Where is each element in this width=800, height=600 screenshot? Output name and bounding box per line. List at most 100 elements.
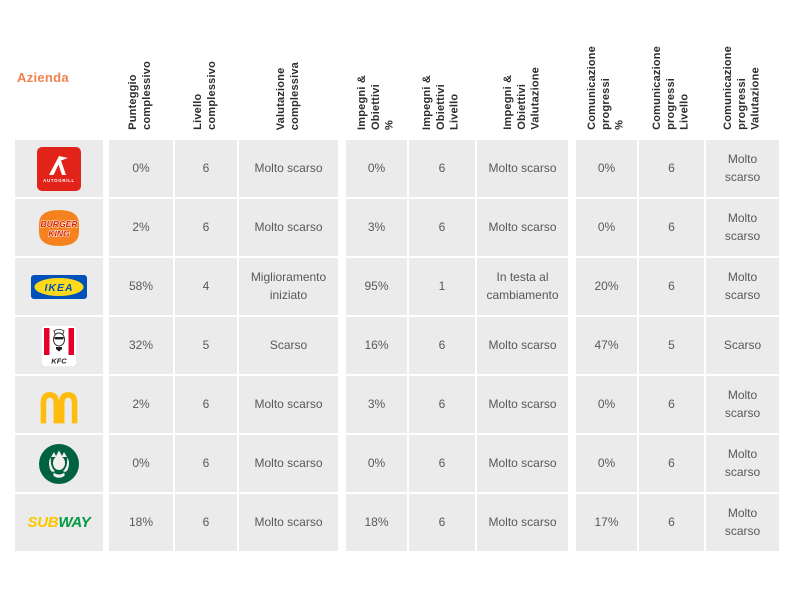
cell-value: 6 <box>639 435 704 492</box>
column-header-comunicazione-pct: Comunicazione progressi % <box>585 46 626 130</box>
cell-value: 6 <box>175 435 237 492</box>
cell-value: 6 <box>409 199 475 256</box>
cell-value: Molto scarso <box>706 199 779 256</box>
cell-value: Molto scarso <box>239 140 338 197</box>
cell-value: Molto scarso <box>239 376 338 433</box>
cell-value: 2% <box>109 199 173 256</box>
subway-logo: SUBWAY <box>15 494 103 551</box>
svg-text:BURGER: BURGER <box>40 219 78 229</box>
column-header-comunicazione-valutazione: Comunicazione progressi Valutazione <box>721 46 762 130</box>
cell-value: Molto scarso <box>477 494 568 551</box>
cell-value: 0% <box>346 140 407 197</box>
cell-value: 0% <box>576 140 637 197</box>
cell-value: Molto scarso <box>239 494 338 551</box>
table-row-mcdonalds: 2% 6 Molto scarso 3% 6 Molto scarso 0% 6… <box>15 376 779 433</box>
cell-value: Molto scarso <box>477 376 568 433</box>
cell-value: 0% <box>109 140 173 197</box>
svg-text:AUTOGRILL: AUTOGRILL <box>43 178 75 183</box>
subway-wordmark-icon: SUBWAY <box>27 513 91 531</box>
cell-value: 6 <box>175 376 237 433</box>
cell-value: 6 <box>639 199 704 256</box>
cell-value: 6 <box>409 317 475 374</box>
svg-text:KING: KING <box>48 228 70 238</box>
cell-value: 6 <box>409 435 475 492</box>
cell-value: Molto scarso <box>706 435 779 492</box>
table-row-burger-king: BURGER KING 2% 6 Molto scarso 3% 6 Molto… <box>15 199 779 256</box>
table-row-subway: SUBWAY 18% 6 Molto scarso 18% 6 Molto sc… <box>15 494 779 551</box>
cell-value: 4 <box>175 258 237 315</box>
cell-value: 6 <box>175 199 237 256</box>
column-header-valutazione-complessiva: Valutazione complessiva <box>274 61 301 130</box>
kfc-logo: KFC <box>15 317 103 374</box>
cell-value: 6 <box>409 376 475 433</box>
cell-value: 6 <box>175 494 237 551</box>
mcdonalds-arches-icon <box>40 391 78 423</box>
cell-value: 3% <box>346 376 407 433</box>
cell-value: 6 <box>409 494 475 551</box>
mcdonalds-logo <box>15 376 103 433</box>
ikea-logo: IKEA <box>15 258 103 315</box>
column-header-punteggio-complessivo: Punteggio complessivo <box>127 61 153 130</box>
table-row-starbucks: 0% 6 Molto scarso 0% 6 Molto scarso 0% 6… <box>15 435 779 492</box>
cell-value: 18% <box>109 494 173 551</box>
column-header-impegni-livello: Impegni & Obiettivi Livello <box>421 75 461 130</box>
column-header-impegni-valutazione: Impegni & Obiettivi Valutazione <box>501 67 542 130</box>
cell-value: Molto scarso <box>239 435 338 492</box>
svg-text:KFC: KFC <box>51 356 67 365</box>
cell-value: 5 <box>639 317 704 374</box>
cell-value: Molto scarso <box>706 140 779 197</box>
cell-value: 0% <box>109 435 173 492</box>
cell-value: 16% <box>346 317 407 374</box>
starbucks-logo <box>15 435 103 492</box>
cell-value: 6 <box>639 140 704 197</box>
cell-value: Molto scarso <box>706 494 779 551</box>
azienda-label: Azienda <box>17 69 69 85</box>
cell-value: 20% <box>576 258 637 315</box>
cell-value: 32% <box>109 317 173 374</box>
cell-value: Molto scarso <box>706 376 779 433</box>
cell-value: 6 <box>175 140 237 197</box>
cell-value: 2% <box>109 376 173 433</box>
cell-value: In testa al cambiamento <box>477 258 568 315</box>
autogrill-logo: AUTOGRILL <box>15 140 103 197</box>
cell-value: Scarso <box>706 317 779 374</box>
cell-value: 58% <box>109 258 173 315</box>
column-header-azienda: Azienda <box>15 20 103 140</box>
table-header: Azienda Punteggio complessivo Livello co… <box>15 20 779 140</box>
cell-value: 3% <box>346 199 407 256</box>
cell-value: Miglioramento iniziato <box>239 258 338 315</box>
cell-value: 6 <box>639 376 704 433</box>
cell-value: 95% <box>346 258 407 315</box>
burger-king-logo-icon: BURGER KING <box>39 209 79 246</box>
cell-value: 47% <box>576 317 637 374</box>
cell-value: Scarso <box>239 317 338 374</box>
cell-value: 6 <box>639 258 704 315</box>
ikea-logo-icon: IKEA <box>31 274 87 299</box>
cell-value: 6 <box>409 140 475 197</box>
cell-value: 6 <box>639 494 704 551</box>
table-row-autogrill: AUTOGRILL 0% 6 Molto scarso 0% 6 Molto s… <box>15 140 779 197</box>
svg-text:IKEA: IKEA <box>44 282 73 294</box>
kfc-logo-icon: KFC <box>41 324 77 367</box>
cell-value: 0% <box>346 435 407 492</box>
cell-value: Molto scarso <box>706 258 779 315</box>
cell-value: 0% <box>576 199 637 256</box>
column-header-impegni-pct: Impegni & Obiettivi % <box>355 75 396 130</box>
cell-value: 0% <box>576 435 637 492</box>
column-header-livello-complessivo: Livello complessivo <box>192 61 218 130</box>
cell-value: Molto scarso <box>477 317 568 374</box>
burger-king-logo: BURGER KING <box>15 199 103 256</box>
cell-value: Molto scarso <box>239 199 338 256</box>
cell-value: 0% <box>576 376 637 433</box>
cell-value: 5 <box>175 317 237 374</box>
cell-value: Molto scarso <box>477 199 568 256</box>
table-row-kfc: KFC 32% 5 Scarso 16% 6 Molto scarso 47% … <box>15 317 779 374</box>
autogrill-logo-icon: AUTOGRILL <box>37 146 81 191</box>
cell-value: 17% <box>576 494 637 551</box>
cell-value: 18% <box>346 494 407 551</box>
cell-value: 1 <box>409 258 475 315</box>
column-header-comunicazione-livello: Comunicazione progressi Livello <box>650 46 691 130</box>
company-rating-table: Azienda Punteggio complessivo Livello co… <box>15 20 779 553</box>
table-row-ikea: IKEA 58% 4 Miglioramento iniziato 95% 1 … <box>15 258 779 315</box>
starbucks-siren-icon <box>39 443 79 484</box>
